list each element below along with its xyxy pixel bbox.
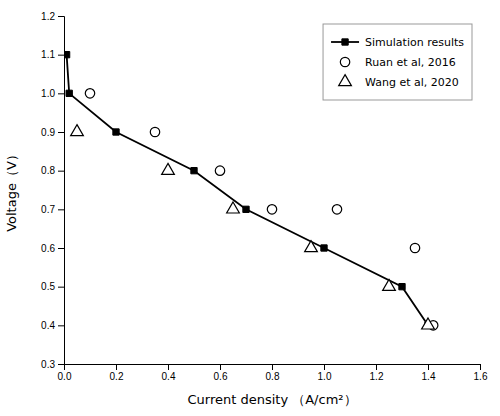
tick: 1.2 xyxy=(370,364,384,382)
point xyxy=(321,245,327,251)
plot: 0.00.20.40.60.81.01.21.41.60.30.40.50.60… xyxy=(41,11,488,382)
tick-mark xyxy=(58,248,64,249)
point xyxy=(150,127,159,136)
tick-mark xyxy=(58,364,64,365)
tick: 0.5 xyxy=(41,281,64,292)
point xyxy=(305,241,318,252)
tick-label: 0.4 xyxy=(41,320,55,331)
legend-label: Wang et al, 2020 xyxy=(365,76,459,89)
tick-mark xyxy=(58,55,64,56)
legend-swatch xyxy=(339,75,352,86)
tick-mark xyxy=(480,364,481,370)
point xyxy=(113,129,119,135)
tick-mark xyxy=(220,364,221,370)
tick: 1.4 xyxy=(422,364,436,382)
point xyxy=(215,166,224,175)
point xyxy=(422,318,435,329)
tick-mark xyxy=(58,93,64,94)
tick-label: 1.2 xyxy=(370,371,384,382)
legend-item: Ruan et al, 2016 xyxy=(340,56,455,69)
tick-mark xyxy=(272,364,273,370)
tick: 0.6 xyxy=(214,364,228,382)
tick-label: 0.6 xyxy=(214,371,228,382)
tick-mark xyxy=(58,132,64,133)
tick: 0.8 xyxy=(41,165,64,176)
tick: 1.0 xyxy=(318,364,332,382)
point xyxy=(191,168,197,174)
tick-mark xyxy=(58,171,64,172)
legend-swatch xyxy=(340,57,349,66)
tick-mark xyxy=(428,364,429,370)
tick-label: 0.6 xyxy=(41,243,55,254)
tick-label: 0.2 xyxy=(110,371,124,382)
point xyxy=(243,206,249,212)
tick: 0.3 xyxy=(41,359,64,370)
tick-label: 1.1 xyxy=(41,49,55,60)
tick-label: 0.7 xyxy=(41,204,55,215)
tick-label: 0.8 xyxy=(41,165,55,176)
tick-label: 0.0 xyxy=(58,371,72,382)
axis-line xyxy=(65,365,481,371)
point xyxy=(85,89,94,98)
tick: 1.2 xyxy=(41,11,64,22)
tick-mark xyxy=(58,209,64,210)
tick: 1.6 xyxy=(474,364,488,382)
tick: 1.0 xyxy=(41,88,64,99)
tick-label: 1.0 xyxy=(318,371,332,382)
legend-item: Wang et al, 2020 xyxy=(339,75,459,89)
legend: Simulation results Ruan et al, 2016 Wang e… xyxy=(323,24,472,100)
tick-label: 0.3 xyxy=(41,359,55,370)
point xyxy=(383,279,396,290)
tick-label: 0.9 xyxy=(41,127,55,138)
tick-label: 1.4 xyxy=(422,371,436,382)
point xyxy=(227,202,240,213)
tick: 0.2 xyxy=(110,364,124,382)
tick: 0.9 xyxy=(41,127,64,138)
tick-label: 0.8 xyxy=(266,371,280,382)
y-axis: 0.3 0.4 0.5 0.6 0.7 0.8 0.9 1.0 1.1 1.2 xyxy=(41,11,64,370)
tick-label: 0.4 xyxy=(162,371,176,382)
tick-label: 1.2 xyxy=(41,11,55,22)
tick-mark xyxy=(58,16,64,17)
tick-label: 0.5 xyxy=(41,281,55,292)
tick: 0.4 xyxy=(41,320,64,331)
point xyxy=(162,163,175,174)
tick-mark xyxy=(168,364,169,370)
axis-line xyxy=(58,17,65,365)
point xyxy=(71,125,84,136)
tick-label: 1.6 xyxy=(474,371,488,382)
point xyxy=(267,205,276,214)
legend-swatch xyxy=(342,39,348,45)
point xyxy=(410,243,419,252)
tick-label: 1.0 xyxy=(41,88,55,99)
point xyxy=(399,284,405,290)
y-axis-title: Voltage（V） xyxy=(4,148,19,232)
point xyxy=(332,205,341,214)
legend-box xyxy=(323,24,472,100)
tick: 0.0 xyxy=(58,364,72,382)
tick: 0.6 xyxy=(41,243,64,254)
point xyxy=(66,90,72,96)
tick-mark xyxy=(58,325,64,326)
tick-mark xyxy=(58,287,64,288)
tick-mark xyxy=(116,364,117,370)
legend-label: Simulation results xyxy=(365,36,464,49)
tick: 0.7 xyxy=(41,204,64,215)
tick-mark xyxy=(376,364,377,370)
point xyxy=(64,52,70,58)
tick: 0.8 xyxy=(266,364,280,382)
tick: 1.1 xyxy=(41,49,64,60)
chart: 0.00.20.40.60.81.01.21.41.60.30.40.50.60… xyxy=(0,0,500,416)
tick: 0.4 xyxy=(162,364,176,382)
x-axis: 0.0 0.2 0.4 0.6 0.8 1.0 1.2 1.4 1.6 xyxy=(58,364,488,382)
legend-label: Ruan et al, 2016 xyxy=(365,56,456,69)
legend-item: Simulation results xyxy=(331,36,464,49)
tick-mark xyxy=(324,364,325,370)
x-axis-title: Current density （A/cm²） xyxy=(187,392,356,407)
